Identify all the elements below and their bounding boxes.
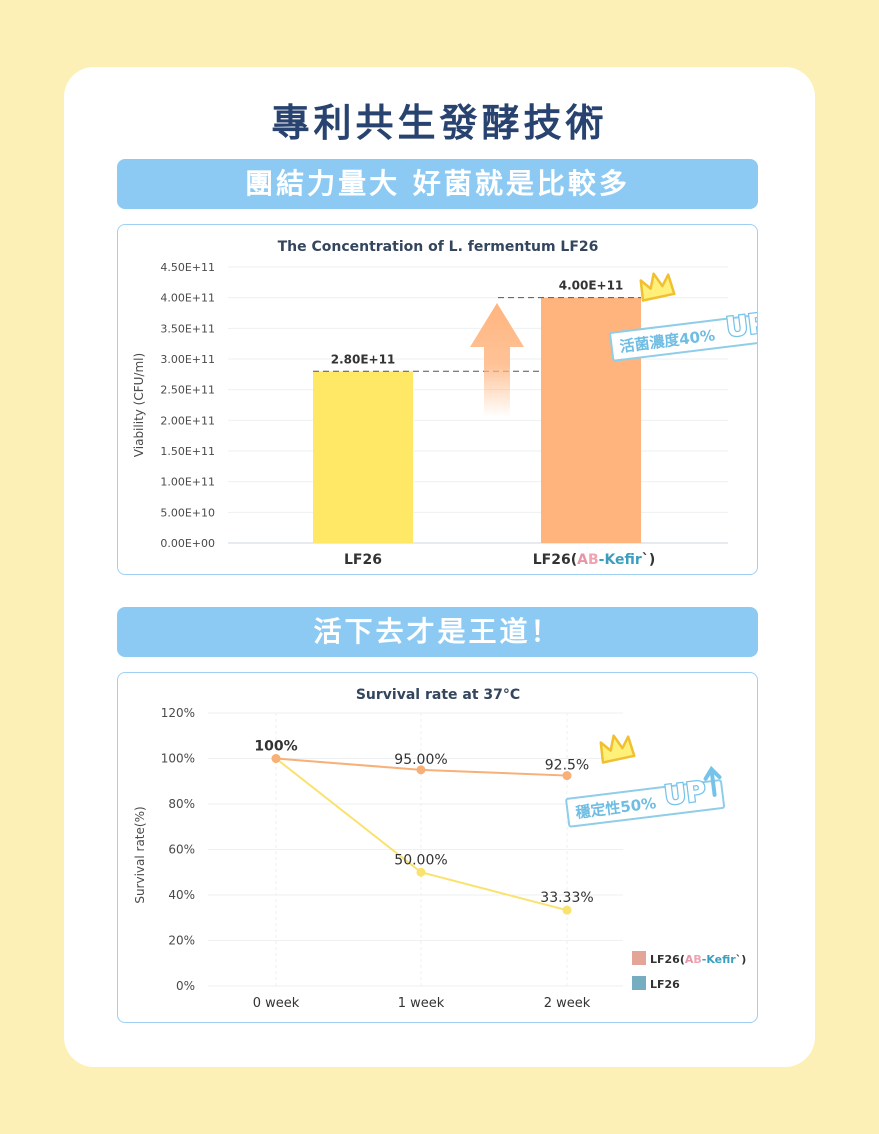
y-tick-label: 2.50E+11	[160, 384, 215, 397]
data-point	[416, 765, 426, 775]
survival-chart: Survival rate at 37°C 0% 20% 40% 60% 80% 100% 1…	[133, 687, 746, 1011]
spacer	[498, 303, 523, 309]
up-arrow-icon	[703, 765, 722, 797]
data-label: 33.33%	[540, 890, 593, 906]
y-tick-label: 1.00E+11	[160, 476, 215, 489]
x-tick-label: LF26(AB-Kefir`)	[533, 552, 656, 568]
concentration-chart-panel: The Concentration of L. fermentum LF26 0.…	[117, 224, 787, 575]
survival-chart-panel: Survival rate at 37°C 0% 20% 40% 60% 80% 100% 1…	[117, 672, 758, 1023]
up-text: UP	[724, 308, 757, 344]
crown-shape	[639, 272, 676, 302]
y-tick-label: 4.00E+11	[160, 292, 215, 305]
label-part: B	[693, 953, 701, 966]
y-axis-label: Survival rate(%)	[133, 806, 147, 903]
crown-icon	[599, 734, 636, 764]
y-tick-label: 4.50E+11	[160, 261, 215, 274]
stability-up-badge: 穩定性50% UP	[565, 765, 726, 828]
x-tick-label: 2 week	[544, 996, 591, 1011]
y-axis-label: Viability (CFU/ml)	[132, 353, 146, 457]
crown-shape	[599, 734, 636, 764]
label-part: LF26	[650, 978, 680, 991]
label-part: -Kefir	[702, 953, 737, 966]
label-part: LF26(	[650, 953, 685, 966]
data-label: 4.00E+11	[559, 279, 624, 293]
x-tick-label: 0 week	[253, 996, 300, 1011]
data-point	[562, 905, 572, 915]
concentration-chart: The Concentration of L. fermentum LF26 0.…	[132, 239, 787, 568]
legend-swatch	[632, 976, 646, 990]
y-tick-label: 0%	[176, 979, 195, 993]
data-point	[271, 754, 281, 763]
y-tick-label: 80%	[168, 797, 195, 811]
y-tick-label: 20%	[168, 934, 195, 948]
label-part: -Kefir	[599, 552, 642, 568]
label-part: LF26	[344, 552, 382, 568]
data-label: 95.00%	[394, 752, 447, 768]
up-arrow-icon	[470, 303, 524, 417]
y-tick-label: 3.50E+11	[160, 322, 215, 335]
x-tick-label: LF26	[344, 552, 382, 568]
chart-title: Survival rate at 37°C	[356, 687, 520, 703]
crown-icon	[639, 272, 676, 302]
badge-box	[565, 779, 726, 828]
y-tick-label: 100%	[161, 752, 195, 766]
data-point	[562, 771, 572, 781]
y-tick-label: 2.00E+11	[160, 414, 215, 427]
legend-label: LF26	[650, 978, 680, 991]
label-part: `)	[736, 953, 747, 966]
banner-concentration: 團結力量大 好菌就是比較多	[117, 159, 758, 209]
data-point	[416, 867, 426, 877]
y-tick-label: 0.00E+00	[160, 537, 215, 550]
label-part: A	[577, 552, 588, 568]
data-label: 2.80E+11	[331, 352, 396, 366]
y-tick-label: 1.50E+11	[160, 445, 215, 458]
data-label: 92.5%	[545, 758, 589, 774]
y-tick-label: 120%	[161, 706, 195, 720]
banner-survival: 活下去才是王道！	[117, 607, 758, 657]
label-part: LF26(	[533, 552, 577, 568]
label-part: A	[685, 953, 694, 966]
y-tick-label: 60%	[168, 843, 195, 857]
x-tick-label: 1 week	[398, 996, 445, 1011]
y-tick-label: 40%	[168, 888, 195, 902]
data-label: 50.00%	[394, 852, 447, 868]
up-text: UP	[663, 776, 708, 812]
y-tick-label: 5.00E+10	[160, 506, 215, 519]
page-title: 專利共生發酵技術	[271, 101, 608, 145]
legend-label: LF26(AB-Kefir`)	[650, 953, 746, 966]
data-label: 100%	[254, 739, 297, 755]
legend-swatch	[632, 951, 646, 965]
chart-title: The Concentration of L. fermentum LF26	[278, 239, 599, 255]
label-part: B	[588, 552, 599, 568]
label-part: `)	[642, 552, 655, 568]
bar	[313, 371, 413, 543]
y-tick-label: 3.00E+11	[160, 353, 215, 366]
